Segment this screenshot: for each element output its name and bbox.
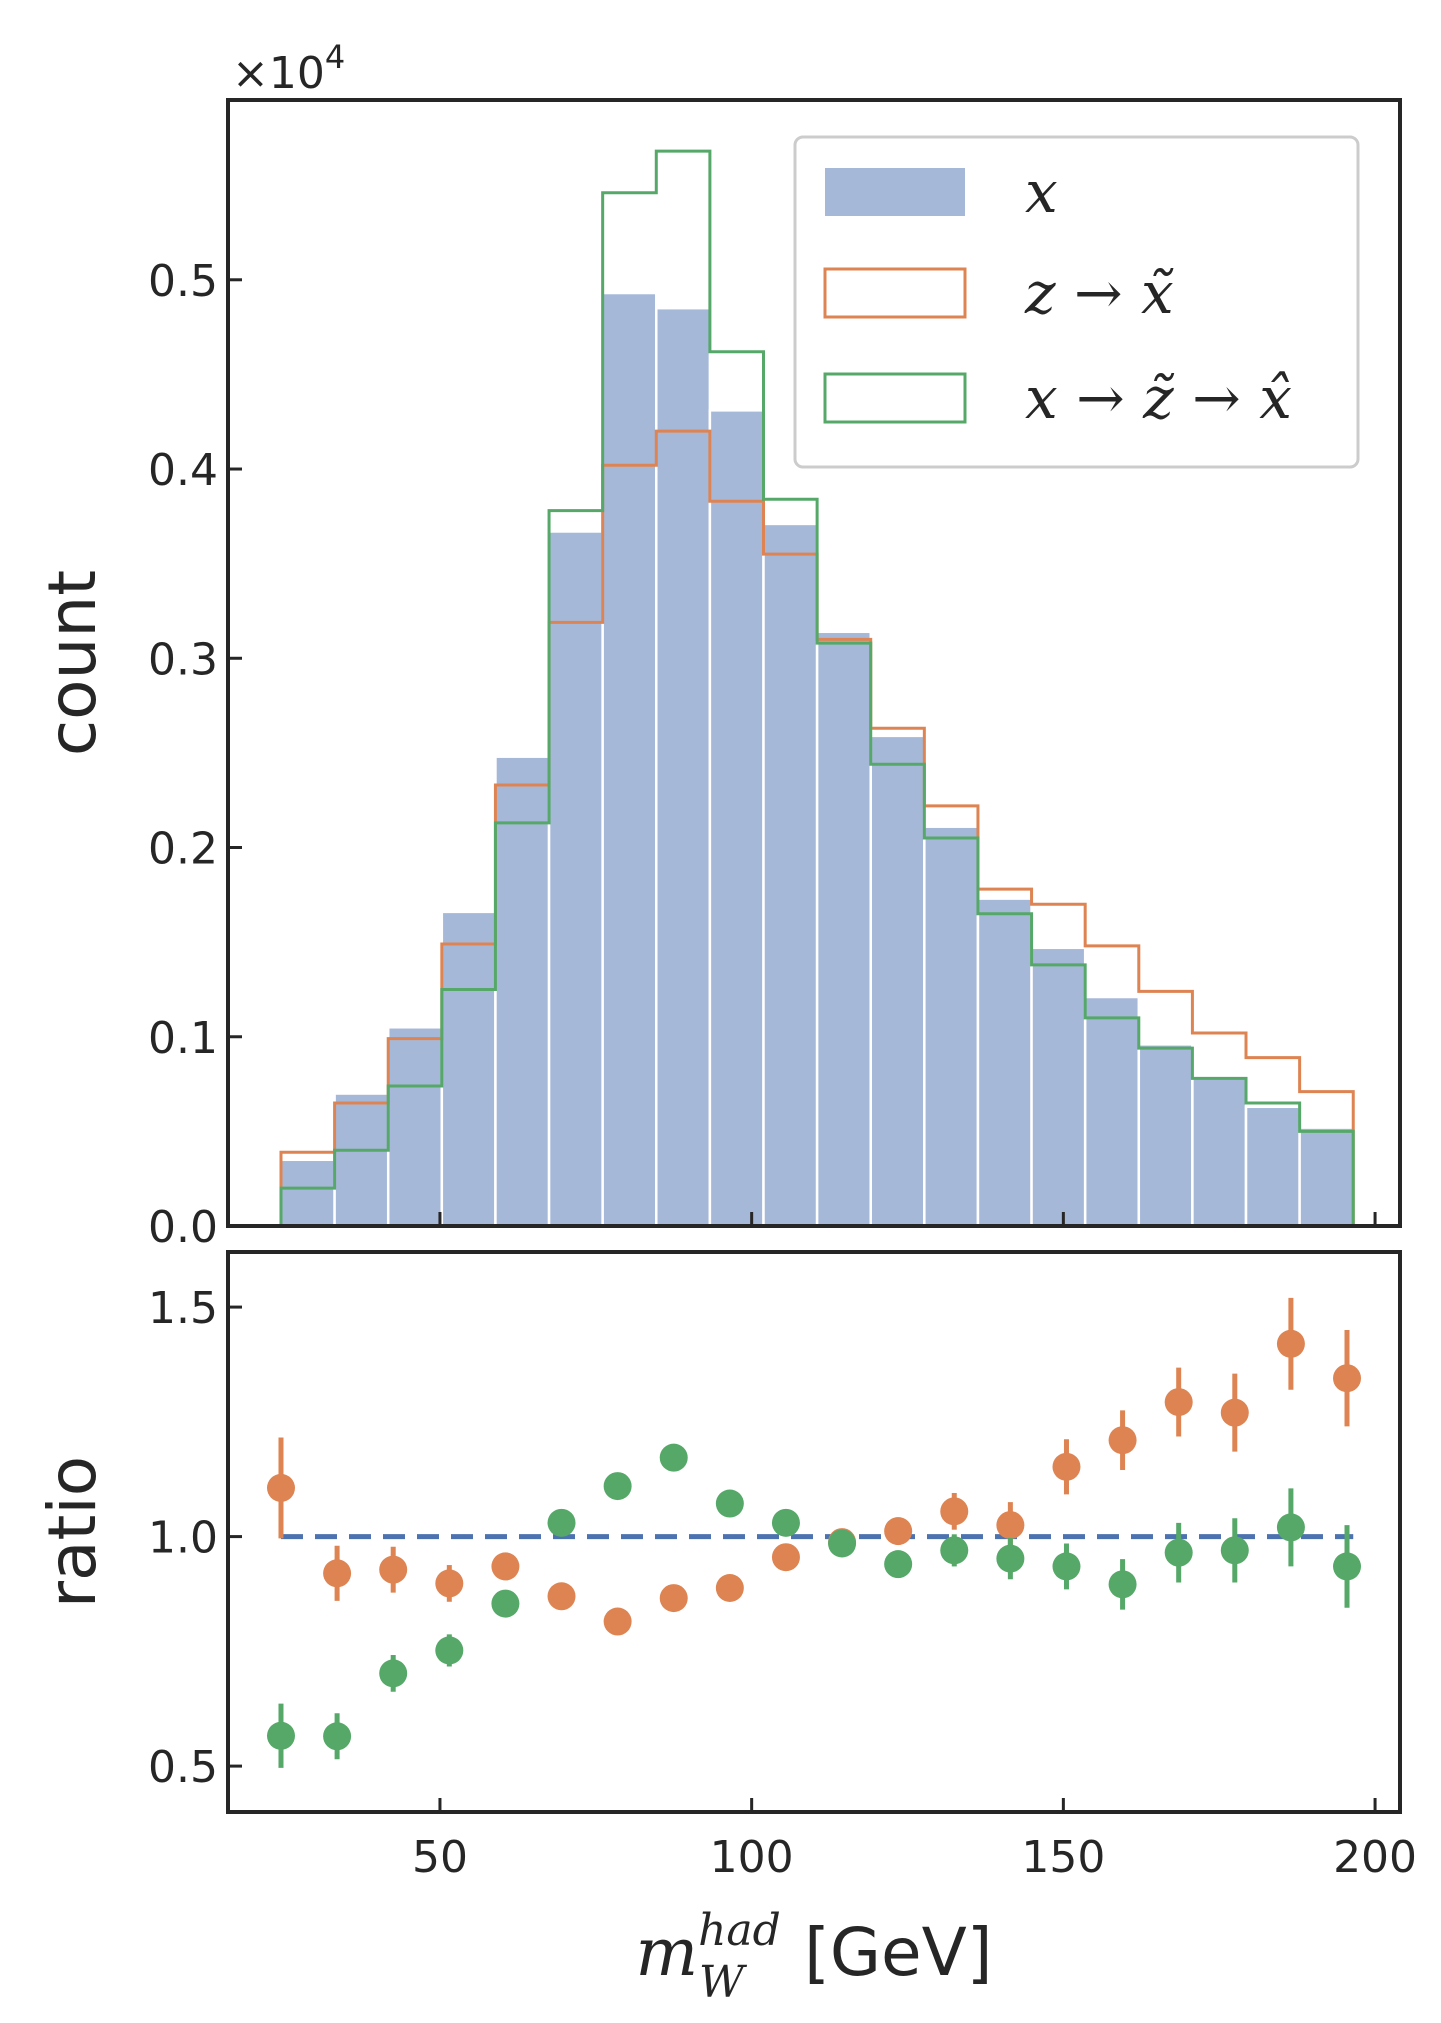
- ratio-point-z-to-x-tilde: [940, 1497, 969, 1526]
- hist-bar-x: [1030, 946, 1087, 1228]
- ratio-point-x-to-z-to-x-hat: [1052, 1552, 1081, 1581]
- ratio-point-z-to-x-tilde: [659, 1584, 688, 1613]
- x-axis-label: mhad W [GeV]: [636, 1905, 993, 2008]
- ratio-point-x-to-z-to-x-hat: [379, 1659, 408, 1688]
- y-offset-text: ×104: [232, 38, 345, 99]
- ratio-point-x-to-z-to-x-hat: [603, 1472, 632, 1501]
- hist-bar-x: [762, 522, 819, 1228]
- hist-bar-x: [655, 306, 712, 1228]
- ratio-point-z-to-x-tilde: [491, 1552, 520, 1581]
- ratio-point-z-to-x-tilde: [1220, 1398, 1249, 1427]
- ratio-point-x-to-z-to-x-hat: [1333, 1552, 1362, 1581]
- ratio-point-x-to-z-to-x-hat: [266, 1721, 295, 1750]
- y-tick-label: 0.3: [148, 634, 218, 685]
- ratio-y-axis-label: ratio: [34, 1456, 111, 1608]
- ratio-point-x-to-z-to-x-hat: [715, 1489, 744, 1518]
- ratio-panel: 0.5 1.0 1.5 50 100 150 200 ratio mhad W [GeV]: [34, 1250, 1417, 2008]
- ratio-point-z-to-x-tilde: [323, 1559, 352, 1588]
- y-offset-exponent: 4: [325, 38, 345, 76]
- legend-swatch-x: [825, 168, 965, 216]
- legend-swatch-z-to-x-tilde: [823, 267, 967, 319]
- ratio-point-z-to-x-tilde: [1333, 1364, 1362, 1393]
- y-tick-label: 1.0: [148, 1513, 218, 1564]
- ratio-point-x-to-z-to-x-hat: [1276, 1513, 1305, 1542]
- hist-bar-x: [869, 734, 926, 1228]
- ratio-point-z-to-x-tilde: [1052, 1452, 1081, 1481]
- ratio-point-x-to-z-to-x-hat: [1220, 1536, 1249, 1565]
- y-tick-label: 0.5: [148, 256, 218, 307]
- y-tick-label: 0.5: [148, 1742, 218, 1793]
- ratio-point-x-to-z-to-x-hat: [323, 1722, 352, 1751]
- hist-bar-x: [440, 910, 497, 1228]
- hist-bar-x: [708, 409, 765, 1228]
- y-tick-label: 0.0: [148, 1202, 218, 1253]
- ratio-point-x-to-z-to-x-hat: [940, 1536, 969, 1565]
- hist-bar-x: [279, 1158, 336, 1228]
- ratio-point-z-to-x-tilde: [1276, 1329, 1305, 1358]
- x-tick-label: 100: [710, 1832, 794, 1883]
- ratio-point-x-to-z-to-x-hat: [547, 1508, 576, 1537]
- ratio-point-z-to-x-tilde: [996, 1511, 1025, 1540]
- ratio-point-x-to-z-to-x-hat: [828, 1529, 857, 1558]
- ratio-point-x-to-z-to-x-hat: [771, 1508, 800, 1537]
- hist-bar-x: [976, 897, 1033, 1228]
- hist-bar-x: [1298, 1126, 1355, 1228]
- hist-bar-x: [333, 1092, 390, 1228]
- x-tick-label: 50: [412, 1832, 468, 1883]
- hist-step-x-to-z-to-x-hat: [279, 149, 1355, 1226]
- ratio-point-z-to-x-tilde: [603, 1607, 632, 1636]
- y-tick-label: 0.1: [148, 1013, 218, 1064]
- histogram-y-axis-label: count: [34, 570, 111, 756]
- hist-bar-x: [815, 630, 872, 1228]
- ratio-point-z-to-x-tilde: [547, 1582, 576, 1611]
- hist-bar-x: [547, 530, 604, 1228]
- hist-bar-x: [923, 825, 980, 1228]
- ratio-point-x-to-z-to-x-hat: [884, 1550, 913, 1579]
- ratio-point-x-to-z-to-x-hat: [996, 1544, 1025, 1573]
- y-tick-label: 1.5: [148, 1283, 218, 1334]
- y-tick-label: 0.2: [148, 824, 218, 875]
- legend-label: x: [1025, 158, 1058, 226]
- ratio-point-x-to-z-to-x-hat: [435, 1636, 464, 1665]
- y-tick-label: 0.4: [148, 445, 218, 496]
- ratio-axes-frame: [226, 1250, 1402, 1814]
- histogram-panel: 0.0 0.1 0.2 0.3 0.4 0.5 ×104 count x z → x̃ x → z̃…: [34, 38, 1402, 1253]
- ratio-point-z-to-x-tilde: [884, 1517, 913, 1546]
- ratio-point-x-to-z-to-x-hat: [1108, 1570, 1137, 1599]
- legend-label: x → z̃ → x̂: [1025, 364, 1292, 432]
- hist-bar-x: [1191, 1075, 1248, 1228]
- legend-swatch-x-to-z-to-x-hat: [823, 372, 967, 424]
- ratio-point-z-to-x-tilde: [715, 1574, 744, 1602]
- hist-bar-x: [1137, 1043, 1194, 1228]
- ratio-point-z-to-x-tilde: [1164, 1388, 1193, 1417]
- hist-bar-x: [1244, 1105, 1301, 1228]
- ratio-point-z-to-x-tilde: [771, 1543, 800, 1572]
- hist-bar-x: [386, 1026, 444, 1228]
- x-tick-label: 200: [1333, 1832, 1417, 1883]
- hist-bar-x: [1083, 995, 1141, 1228]
- ratio-point-x-to-z-to-x-hat: [491, 1589, 520, 1618]
- hist-bar-x: [601, 291, 658, 1228]
- legend-box: [793, 135, 1360, 469]
- legend-label: z → x̃: [1024, 259, 1174, 327]
- histogram-axes-frame: [226, 98, 1402, 1228]
- x-tick-label: 150: [1021, 1832, 1105, 1883]
- ratio-point-x-to-z-to-x-hat: [659, 1443, 688, 1472]
- ratio-point-z-to-x-tilde: [266, 1473, 295, 1502]
- ratio-point-x-to-z-to-x-hat: [1164, 1538, 1193, 1567]
- hist-bar-x: [494, 755, 551, 1228]
- ratio-point-z-to-x-tilde: [435, 1569, 464, 1598]
- ratio-point-z-to-x-tilde: [379, 1555, 408, 1584]
- legend: x z → x̃ x → z̃ → x̂: [793, 135, 1360, 469]
- ratio-point-z-to-x-tilde: [1108, 1426, 1137, 1455]
